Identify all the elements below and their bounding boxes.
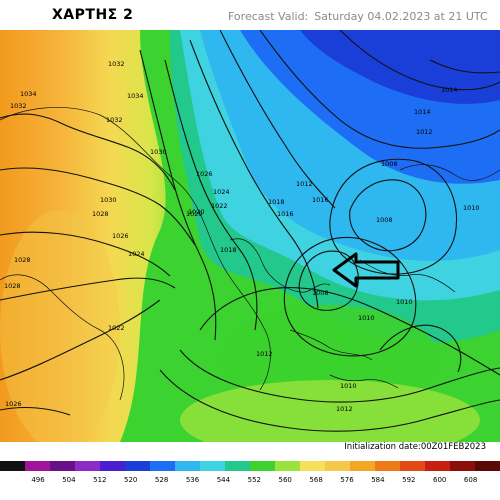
scale-tick-label: 600 [433,476,447,484]
isobar-label: 1034 [127,92,144,100]
scale-tick-label: 592 [402,476,416,484]
scale-tick-label: 608 [463,476,478,484]
isobar-label: 1012 [296,180,313,188]
scale-swatch [450,461,476,471]
isobar-label: 1030 [150,148,167,156]
isobar-label: 1026 [5,400,22,408]
header: ΧΑΡΤΗΣ 2 Forecast Valid: Saturday 04.02.2… [0,0,500,30]
isobar-label: 1022 [108,324,125,332]
scale-swatch [50,461,76,471]
isobar-label: 1012 [256,350,273,358]
scale-tick-label: 504 [62,476,76,484]
scale-swatch [300,461,326,471]
scale-tick-label: 528 [154,476,169,484]
field-deep-blue [300,30,500,104]
scale-swatch [325,461,351,471]
isobar-label: 1012 [336,405,353,413]
isobar-label: 1032 [10,102,27,110]
scale-tick-label: 536 [185,476,200,484]
forecast-valid: Forecast Valid: Saturday 04.02.2023 at 21… [228,10,488,23]
init-value: 00Z01FEB2023 [420,442,486,452]
isobar-label: 1018 [220,246,237,254]
isobar-label: 1008 [376,216,393,224]
isobars [0,30,500,432]
scale-swatch [350,461,376,471]
field-yellow-sw [0,210,120,442]
isobar-label: 1022 [211,202,228,210]
footer: Initialization date:00Z01FEB2023 [0,442,500,455]
isobar-label: 1032 [106,116,123,124]
isobar-label: 1026 [196,170,213,178]
scale-swatch [275,461,301,471]
color-scale-legend: 496 504 512 520 528 536 544 552 560 568 576 584 592 6… [0,456,500,500]
init-label: Initialization date: [344,442,421,452]
isobar-label: 1012 [416,128,433,136]
scale-tick-label: 520 [124,476,138,484]
forecast-value: Saturday 04.02.2023 at 21 UTC [314,10,488,23]
forecast-label: Forecast Valid: [228,10,309,23]
isobar-label: 1026 [112,232,129,240]
scale-swatch [225,461,251,471]
isobar-label: 1010 [396,298,413,306]
scale-swatch [75,461,101,471]
scale-swatch [400,461,426,471]
isobar-label: 1028 [92,210,109,218]
isobar-label: 1016 [277,210,294,218]
isobar-label: 1014 [414,108,431,116]
scale-swatch [250,461,276,471]
scale-tick-label: 496 [31,476,45,484]
isobar-label: 1010 [463,204,480,212]
isobar-label: 1010 [340,382,357,390]
isobar-label: 1024 [128,250,145,258]
scale-tick-label: 584 [371,476,385,484]
isobar-label: 1008 [381,160,398,168]
isobar-label: 1020 [188,208,205,216]
isobar-label: 1034 [20,90,37,98]
scale-swatch [475,461,500,471]
scale-swatch [125,461,151,471]
scale-tick-label: 576 [340,476,354,484]
scale-tick-label: 560 [278,476,292,484]
scale-swatch [200,461,226,471]
isobar-label: 1032 [108,60,125,68]
isobar-label: 1028 [14,256,31,264]
isobar-label: 1018 [268,198,285,206]
scale-tick-label: 552 [247,476,261,484]
scale-swatch [175,461,201,471]
isobar-label: 1016 [312,196,329,204]
map-title: ΧΑΡΤΗΣ 2 [52,7,134,23]
isobar-label: 1008 [312,289,329,297]
scale-tick-label: 568 [309,476,323,484]
scale-swatch [150,461,176,471]
isobar-label: 1024 [213,188,230,196]
isobar-label: 1028 [4,282,21,290]
scale-swatch [25,461,51,471]
left-arrow-icon [332,252,400,288]
scale-swatch [375,461,401,471]
isobar-label: 1010 [358,314,375,322]
isobar-label: 1014 [441,86,458,94]
scale-tick-label: 512 [93,476,107,484]
geopotential-map: 1034 1032 1032 1034 1032 1030 1030 1028 … [0,30,500,442]
isobar-label: 1020 [186,210,203,218]
scale-swatch [0,461,26,471]
scale-tick-label: 544 [216,476,231,484]
scale-swatch [425,461,451,471]
isobar-label: 1030 [100,196,117,204]
init-date: Initialization date:00Z01FEB2023 [344,442,486,452]
isobar-labels: 1034 1032 1032 1034 1032 1030 1030 1028 … [4,60,480,413]
scale-swatch [100,461,126,471]
